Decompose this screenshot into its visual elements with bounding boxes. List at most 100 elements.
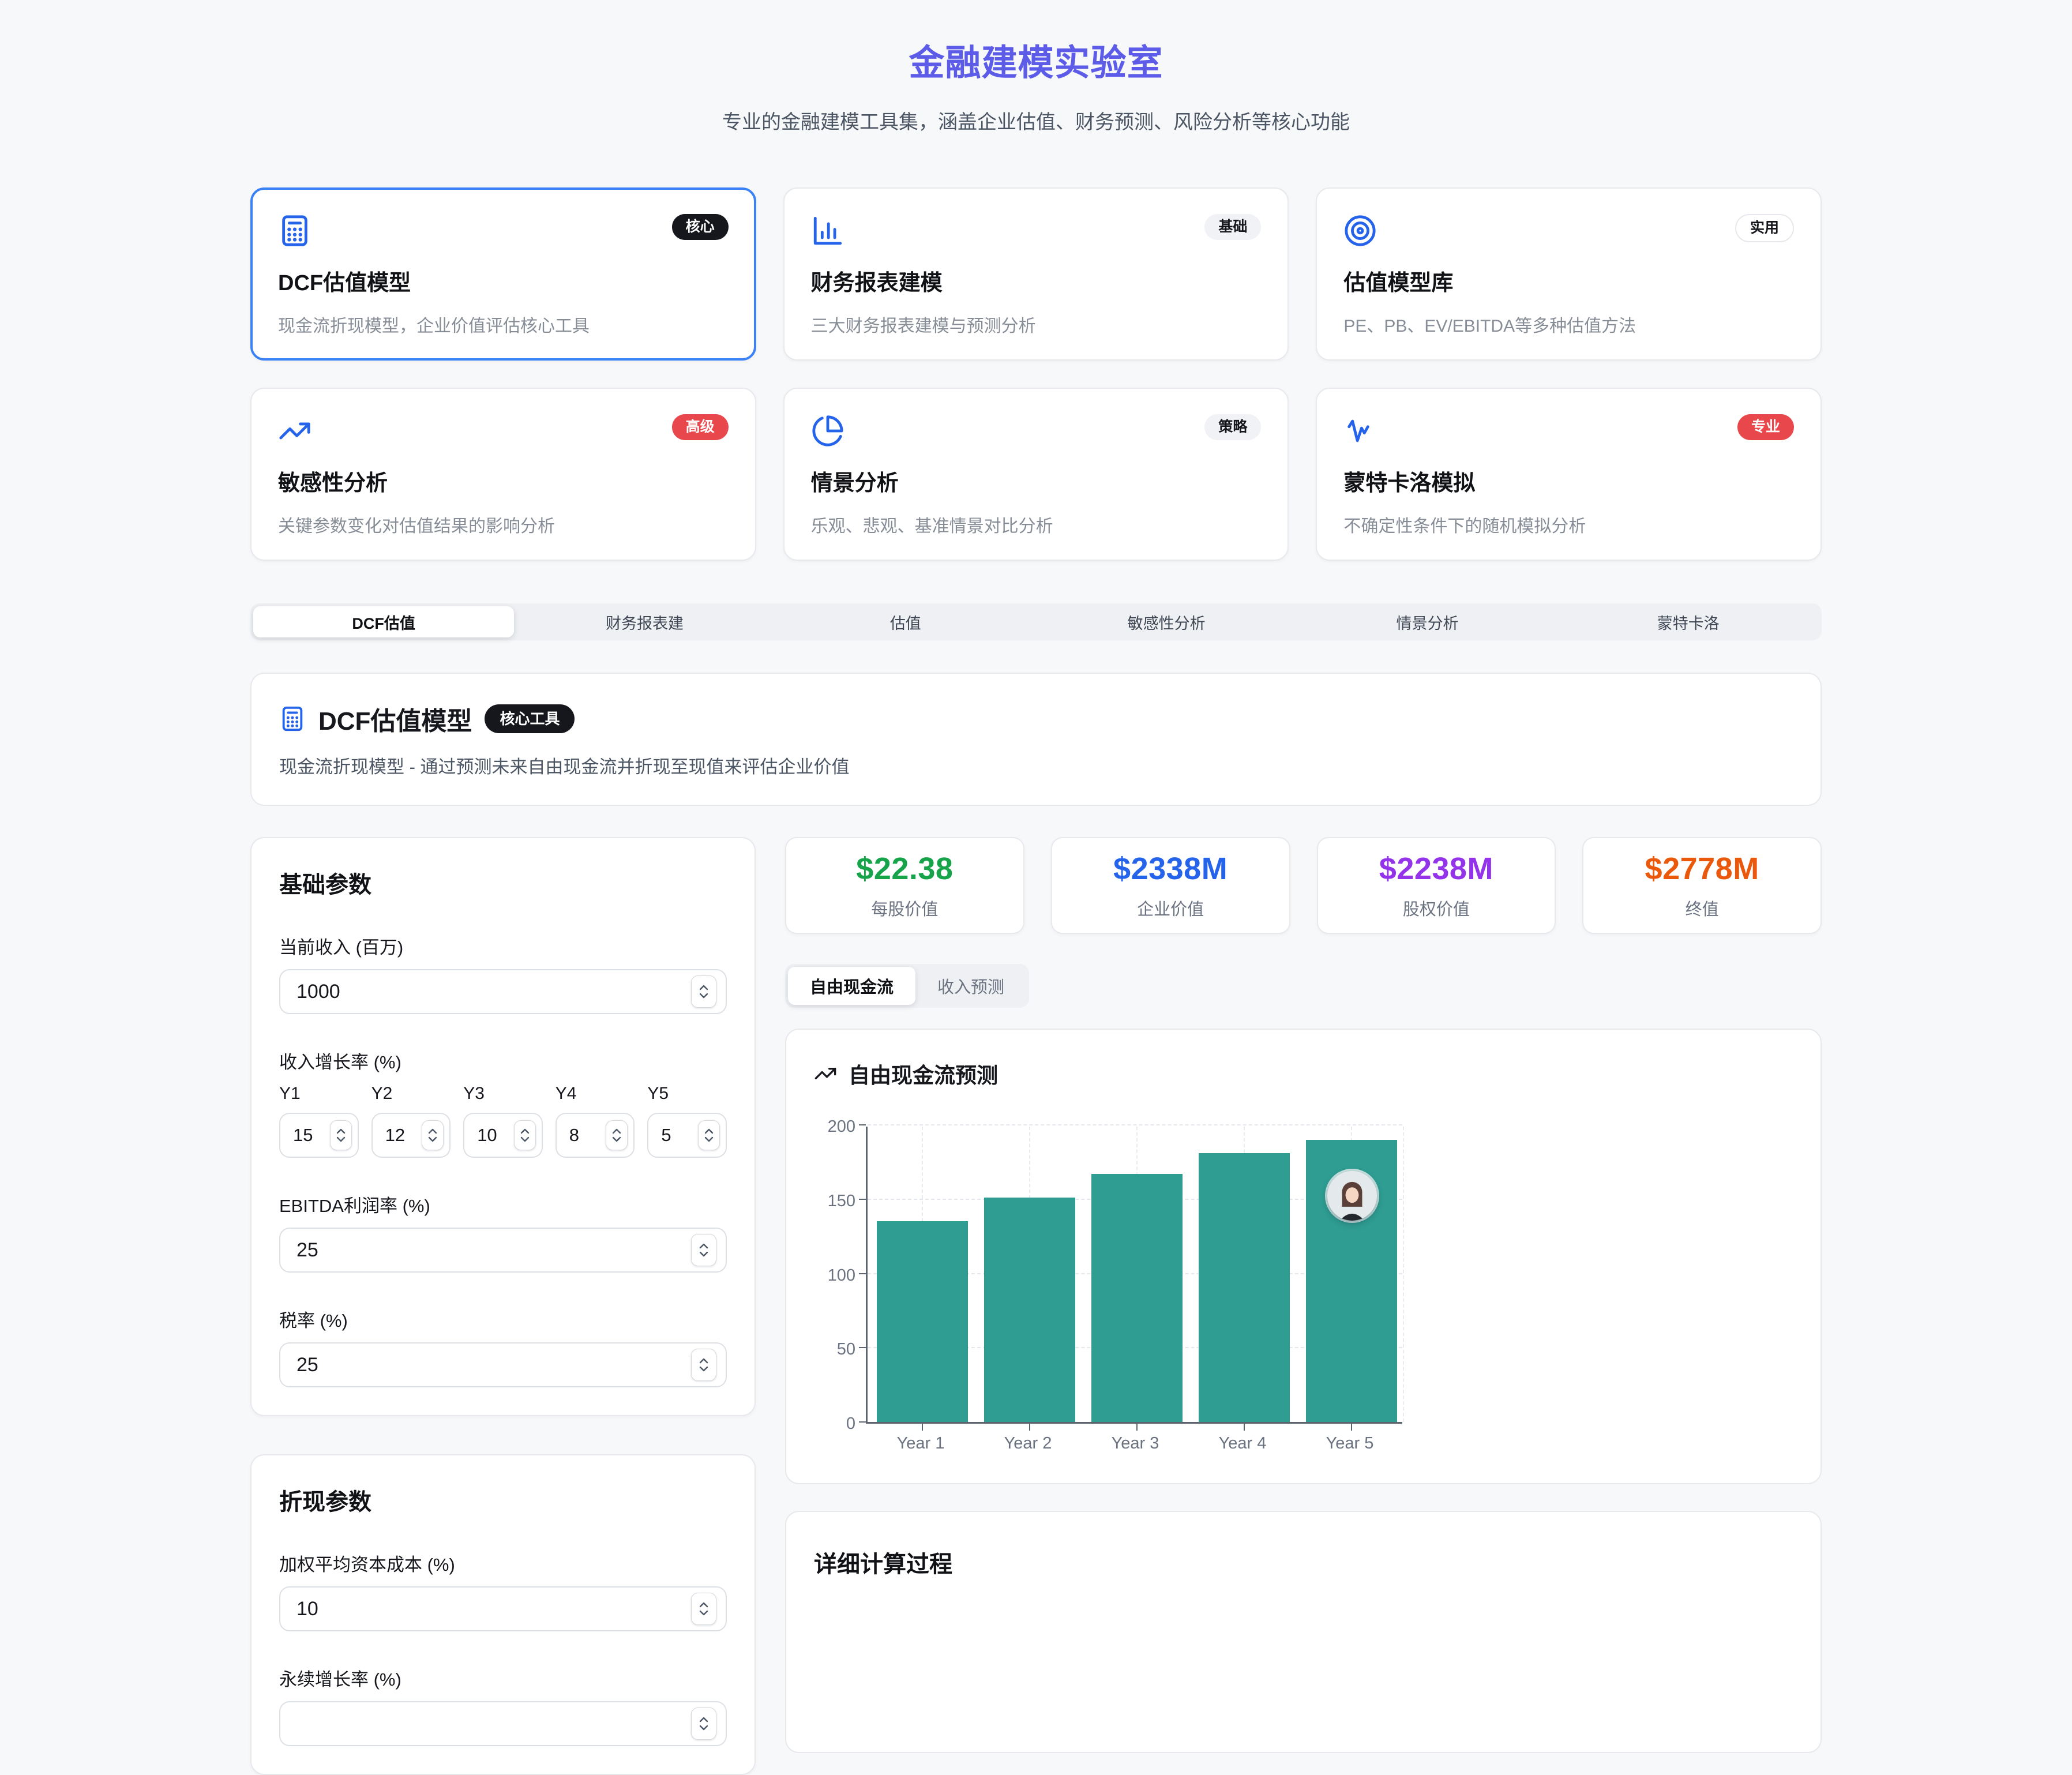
x-tick-mark — [1136, 1424, 1138, 1431]
tool-card-desc: 不确定性条件下的随机模拟分析 — [1343, 517, 1586, 536]
basic-params-panel: 基础参数 当前收入 (百万) 收入增长率 (%) Y1 — [250, 837, 756, 1416]
page-title: 金融建模实验室 — [909, 43, 1163, 83]
tax-stepper[interactable] — [691, 1349, 716, 1381]
tool-card-scenario[interactable]: 策略 情景分析 乐观、悲观、基准情景对比分析 — [783, 388, 1289, 561]
tool-card-dcf[interactable]: 核心 DCF估值模型 现金流折现模型，企业价值评估核心工具 — [250, 187, 756, 361]
pie-chart-icon — [811, 414, 844, 448]
tool-card-title: 敏感性分析 — [278, 471, 388, 496]
dcf-section-header: DCF估值模型 核心工具 现金流折现模型 - 通过预测未来自由现金流并折现至现值… — [250, 673, 1822, 806]
calculator-icon — [278, 214, 311, 247]
tool-card-desc: 三大财务报表建模与预测分析 — [810, 317, 1036, 336]
section-title: DCF估值模型 — [318, 707, 472, 735]
detail-calculation-title: 详细计算过程 — [814, 1552, 952, 1577]
tool-card-valuation-library[interactable]: 实用 估值模型库 PE、PB、EV/EBITDA等多种估值方法 — [1316, 187, 1822, 361]
right-column: $22.38 每股价值 $2338M 企业价值 $2238M 股权价值 $277… — [785, 837, 1822, 1753]
tool-card-sensitivity[interactable]: 高级 敏感性分析 关键参数变化对估值结果的影响分析 — [250, 388, 756, 561]
ebitda-stepper[interactable] — [691, 1234, 716, 1266]
y-tick-mark — [859, 1273, 866, 1274]
growth-label: 收入增长率 (%) — [279, 1052, 401, 1072]
chart-bar-year-1 — [877, 1221, 968, 1422]
chart-x-axis-labels: Year 1 Year 2 Year 3 Year 4 Year 5 — [866, 1434, 1402, 1466]
chart-subtabs: 自由现金流 收入预测 — [785, 964, 1030, 1008]
tab-scenario[interactable]: 情景分析 — [1396, 614, 1459, 632]
tool-card-badge: 核心 — [671, 214, 729, 240]
metric-equity-value: $2238M 股权价值 — [1316, 837, 1556, 934]
chart-plot — [859, 1124, 1404, 1431]
tool-card-badge: 实用 — [1735, 214, 1794, 242]
subtab-revenue-forecast[interactable]: 收入预测 — [937, 978, 1005, 997]
tab-monte-carlo[interactable]: 蒙特卡洛 — [1657, 614, 1720, 632]
y-tick-mark — [859, 1124, 866, 1125]
terminal-growth-input[interactable] — [279, 1701, 727, 1746]
wacc-label: 加权平均资本成本 (%) — [279, 1555, 455, 1575]
page-container: 金融建模实验室 专业的金融建模工具集，涵盖企业估值、财务预测、风险分析等核心功能… — [250, 0, 1822, 1775]
y-tick-label: 0 — [846, 1414, 855, 1433]
growth-y3-label: Y3 — [463, 1084, 485, 1103]
section-desc: 现金流折现模型 - 通过预测未来自由现金流并折现至现值来评估企业价值 — [279, 757, 850, 777]
section-badge: 核心工具 — [485, 704, 575, 733]
x-tick-mark — [1029, 1424, 1030, 1431]
y-tick-mark — [859, 1421, 866, 1423]
metric-share-price: $22.38 每股价值 — [785, 837, 1024, 934]
detail-calculation-card: 详细计算过程 — [785, 1511, 1822, 1753]
x-tick-label: Year 4 — [1218, 1434, 1267, 1453]
chart-bar-year-2 — [984, 1198, 1075, 1422]
tool-card-monte-carlo[interactable]: 专业 蒙特卡洛模拟 不确定性条件下的随机模拟分析 — [1316, 388, 1822, 561]
y-tick-mark — [859, 1198, 866, 1200]
bar-chart-icon — [811, 214, 844, 247]
growth-y4-stepper[interactable] — [606, 1120, 628, 1150]
growth-y1-stepper[interactable] — [329, 1120, 352, 1150]
growth-y4-label: Y4 — [555, 1084, 577, 1103]
wacc-stepper[interactable] — [691, 1593, 716, 1625]
growth-y2-label: Y2 — [371, 1084, 393, 1103]
growth-y3-stepper[interactable] — [513, 1120, 536, 1150]
h-gridline — [868, 1124, 1402, 1125]
terminal-growth-label: 永续增长率 (%) — [279, 1669, 401, 1690]
calculator-icon — [279, 706, 306, 732]
trending-up-icon — [814, 1062, 837, 1085]
metric-enterprise-value: $2338M 企业价值 — [1050, 837, 1290, 934]
tool-card-badge: 策略 — [1204, 414, 1262, 440]
wacc-input[interactable] — [279, 1586, 727, 1631]
x-tick-mark — [1244, 1424, 1245, 1431]
metric-label: 每股价值 — [871, 900, 939, 919]
y-tick-mark — [859, 1347, 866, 1349]
ebitda-input[interactable] — [279, 1228, 727, 1273]
growth-y2-stepper[interactable] — [422, 1120, 444, 1150]
revenue-stepper[interactable] — [691, 975, 716, 1008]
tool-card-desc: PE、PB、EV/EBITDA等多种估值方法 — [1343, 317, 1636, 336]
tab-sensitivity[interactable]: 敏感性分析 — [1127, 614, 1206, 632]
user-avatar — [1327, 1171, 1377, 1221]
chart-bar-year-4 — [1199, 1153, 1290, 1422]
metric-label: 终值 — [1685, 900, 1719, 919]
discount-params-panel: 折现参数 加权平均资本成本 (%) 永续增长率 (%) — [250, 1454, 756, 1775]
activity-icon — [1343, 414, 1377, 448]
metric-value: $2338M — [1113, 851, 1228, 886]
metric-label: 股权价值 — [1402, 900, 1470, 919]
subtab-free-cash-flow[interactable]: 自由现金流 — [788, 967, 916, 1005]
tool-card-badge: 专业 — [1737, 414, 1794, 440]
growth-y5-stepper[interactable] — [698, 1120, 720, 1150]
y-tick-label: 50 — [836, 1340, 855, 1359]
tax-input[interactable] — [279, 1342, 727, 1387]
revenue-input[interactable] — [279, 969, 727, 1014]
metric-terminal-value: $2778M 终值 — [1582, 837, 1822, 934]
tool-card-desc: 关键参数变化对估值结果的影响分析 — [278, 517, 555, 536]
terminal-growth-stepper[interactable] — [691, 1708, 716, 1740]
y-tick-label: 100 — [827, 1266, 855, 1285]
tab-financial-statements[interactable]: 财务报表建 — [605, 614, 684, 632]
x-tick-mark — [1351, 1424, 1352, 1431]
discount-params-title: 折现参数 — [279, 1489, 371, 1515]
target-icon — [1343, 214, 1377, 247]
tool-card-badge: 基础 — [1204, 214, 1262, 240]
y-tick-label: 200 — [827, 1117, 855, 1136]
tool-card-financial-statements[interactable]: 基础 财务报表建模 三大财务报表建模与预测分析 — [783, 187, 1289, 361]
tool-card-desc: 现金流折现模型，企业价值评估核心工具 — [278, 317, 590, 336]
metric-value: $2238M — [1379, 851, 1493, 886]
x-tick-mark — [922, 1424, 923, 1431]
page-subtitle: 专业的金融建模工具集，涵盖企业估值、财务预测、风险分析等核心功能 — [722, 111, 1350, 133]
tool-cards-grid: 核心 DCF估值模型 现金流折现模型，企业价值评估核心工具 基础 财务报表建模 … — [250, 187, 1822, 561]
growth-y5-label: Y5 — [647, 1084, 669, 1103]
tab-dcf[interactable]: DCF估值 — [253, 606, 515, 637]
tab-valuation[interactable]: 估值 — [889, 614, 921, 632]
